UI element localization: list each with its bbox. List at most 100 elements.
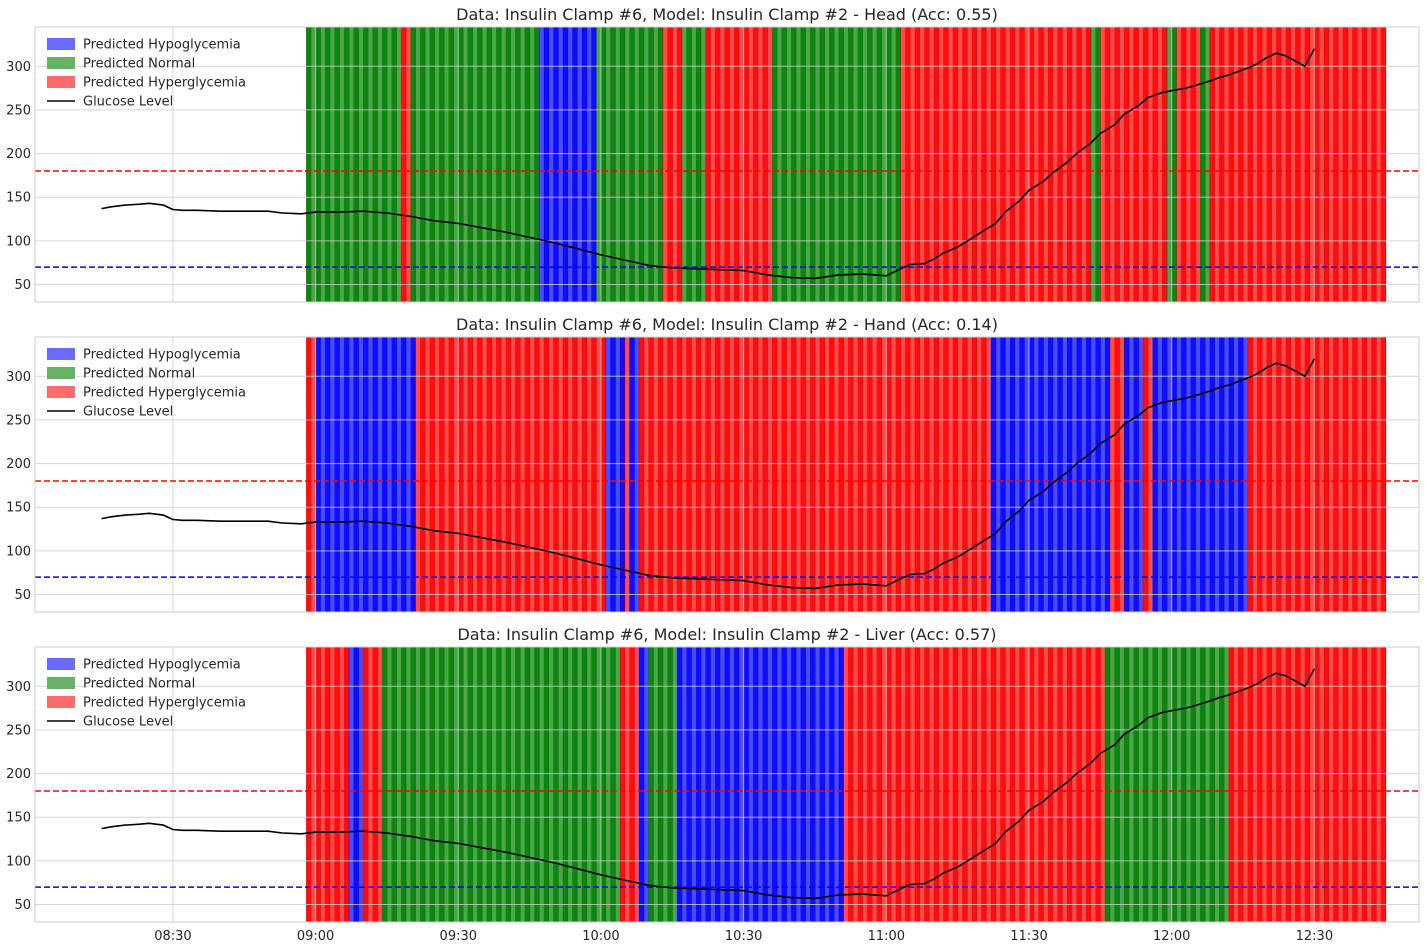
y-tick-label: 250 (6, 413, 31, 428)
prediction-stripe (814, 27, 821, 302)
prediction-stripe (952, 27, 959, 302)
prediction-stripe (320, 647, 326, 922)
prediction-stripe (429, 647, 435, 922)
prediction-stripe (458, 27, 464, 302)
prediction-stripe (853, 337, 859, 612)
prediction-stripe (648, 27, 654, 302)
prediction-stripe (800, 647, 806, 922)
prediction-stripe (981, 337, 987, 612)
prediction-stripe (510, 27, 516, 302)
prediction-stripe (1000, 27, 1006, 302)
prediction-stripe (367, 647, 374, 922)
y-tick-label: 150 (6, 811, 31, 826)
prediction-stripe (1014, 27, 1020, 302)
prediction-stripe (696, 647, 702, 922)
prediction-stripe (1323, 337, 1330, 612)
prediction-stripe (1252, 27, 1258, 302)
prediction-stripe (1342, 647, 1349, 922)
prediction-stripe (1304, 647, 1311, 922)
prediction-stripe (938, 27, 944, 302)
prediction-band-hyper (705, 27, 773, 302)
prediction-stripe (1190, 647, 1196, 922)
prediction-stripe (900, 647, 906, 922)
prediction-stripe (705, 27, 711, 302)
prediction-stripe (1181, 337, 1187, 612)
legend-swatch (47, 677, 75, 689)
prediction-stripe (1252, 647, 1258, 922)
prediction-stripe (529, 647, 535, 922)
prediction-stripe (1243, 647, 1249, 922)
prediction-stripe (1380, 337, 1387, 612)
glucose-line (101, 358, 1316, 590)
prediction-stripe (415, 27, 421, 302)
prediction-stripe (772, 337, 778, 612)
prediction-stripe (619, 337, 626, 612)
prediction-stripe (624, 337, 630, 612)
prediction-stripe (529, 27, 535, 302)
prediction-stripe (1100, 337, 1106, 612)
prediction-stripe (577, 337, 583, 612)
prediction-stripe (367, 27, 374, 302)
prediction-stripe (776, 647, 783, 922)
prediction-stripe (1309, 647, 1315, 922)
prediction-stripe (401, 337, 407, 612)
prediction-stripe (467, 337, 473, 612)
prediction-stripe (990, 27, 997, 302)
prediction-stripe (677, 647, 683, 922)
prediction-stripe (738, 647, 745, 922)
prediction-stripe (1347, 647, 1353, 922)
prediction-stripe (1152, 647, 1158, 922)
prediction-stripe (753, 337, 759, 612)
prediction-stripe (1361, 337, 1368, 612)
prediction-stripe (448, 337, 454, 612)
prediction-stripe (1376, 647, 1382, 922)
prediction-stripe (496, 647, 502, 922)
prediction-band-hyper (415, 337, 607, 612)
prediction-stripe (1162, 27, 1168, 302)
legend-label: Predicted Hyperglycemia (83, 386, 246, 401)
prediction-stripe (401, 27, 407, 302)
prediction-stripe (1086, 27, 1092, 302)
prediction-stripe (439, 647, 445, 922)
prediction-stripe (1143, 647, 1149, 922)
prediction-stripe (1214, 337, 1220, 612)
prediction-stripe (534, 337, 540, 612)
y-tick-label: 50 (14, 588, 31, 603)
prediction-stripe (1219, 337, 1225, 612)
prediction-stripe (905, 647, 911, 922)
legend-label: Predicted Hyperglycemia (83, 76, 246, 91)
prediction-stripe (1300, 647, 1306, 922)
prediction-stripe (1295, 337, 1301, 612)
prediction-stripe (834, 647, 840, 922)
prediction-stripe (919, 647, 925, 922)
prediction-stripe (624, 647, 630, 922)
prediction-stripe (424, 647, 431, 922)
prediction-stripe (1195, 647, 1201, 922)
prediction-stripe (1171, 647, 1177, 922)
prediction-stripe (520, 647, 526, 922)
prediction-stripe (562, 27, 569, 302)
prediction-stripe (757, 337, 764, 612)
prediction-stripe (781, 647, 787, 922)
prediction-stripe (1276, 27, 1282, 302)
prediction-stripe (1067, 337, 1073, 612)
prediction-stripe (1271, 647, 1277, 922)
prediction-stripe (1138, 337, 1144, 612)
prediction-stripe (1176, 647, 1182, 922)
legend-label: Glucose Level (83, 405, 173, 420)
prediction-stripe (1048, 337, 1054, 612)
prediction-stripe (753, 647, 759, 922)
prediction-stripe (681, 27, 687, 302)
prediction-stripe (753, 27, 759, 302)
prediction-stripe (1071, 337, 1077, 612)
prediction-stripe (990, 647, 997, 922)
prediction-stripe (929, 27, 935, 302)
prediction-stripe (1190, 337, 1196, 612)
prediction-stripe (667, 337, 673, 612)
prediction-stripe (1029, 27, 1035, 302)
prediction-stripe (1262, 27, 1268, 302)
legend-label: Predicted Hypoglycemia (83, 348, 241, 363)
legend-swatch (47, 658, 75, 670)
legend-swatch (47, 367, 75, 379)
prediction-stripe (876, 337, 882, 612)
